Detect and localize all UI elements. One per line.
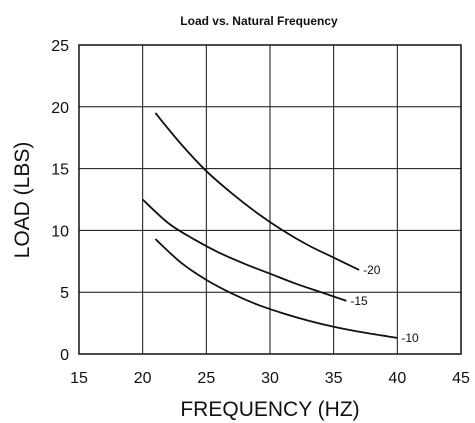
x-tick-label: 30 (261, 370, 279, 387)
x-tick-labels: 15 20 25 30 35 40 45 (70, 370, 470, 387)
x-tick-label: 45 (452, 370, 470, 387)
x-tick-label: 15 (70, 370, 88, 387)
grid (78, 44, 462, 355)
x-tick-label: 35 (325, 370, 343, 387)
x-axis-label: FREQUENCY (HZ) (180, 398, 359, 421)
x-tick-label: 40 (388, 370, 406, 387)
x-tick-label: 20 (134, 370, 152, 387)
series-line-minus-10 (154, 238, 398, 339)
y-tick-label: 25 (51, 38, 69, 55)
y-tick-label: 15 (51, 162, 69, 179)
y-tick-label: 5 (60, 285, 69, 302)
series-label: -10 (401, 331, 419, 345)
series-label: -20 (363, 263, 381, 277)
y-axis-label: LOAD (LBS) (11, 142, 34, 259)
y-tick-labels: 0 5 10 15 20 25 (51, 38, 69, 364)
series-line-minus-20 (154, 112, 360, 271)
series-lines (142, 112, 398, 339)
series-labels: -20 -15 -10 (350, 263, 419, 345)
series-line-minus-15 (142, 198, 347, 302)
series-label: -15 (350, 294, 368, 308)
chart-title: Load vs. Natural Frequency (180, 14, 338, 28)
y-tick-label: 10 (51, 223, 69, 240)
plot-frame (78, 44, 462, 355)
x-tick-label: 25 (197, 370, 215, 387)
y-tick-label: 0 (60, 347, 69, 364)
y-tick-label: 20 (51, 100, 69, 117)
